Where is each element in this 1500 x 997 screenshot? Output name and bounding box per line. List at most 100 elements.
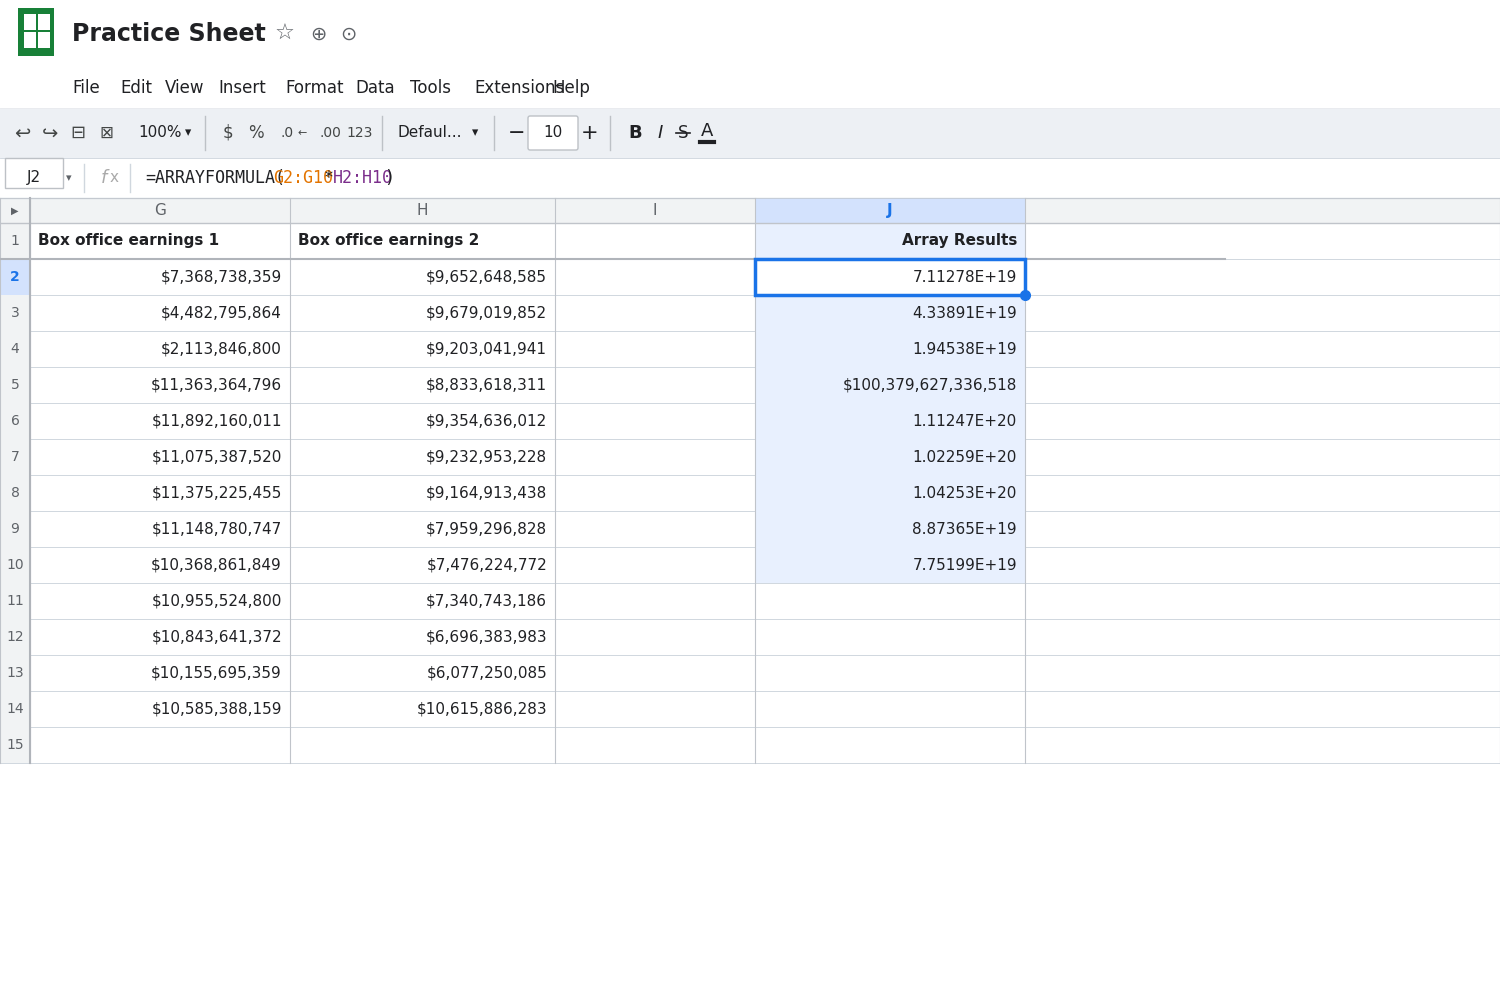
Text: B: B [628, 124, 642, 142]
Text: 1.04253E+20: 1.04253E+20 [912, 486, 1017, 500]
Text: $10,955,524,800: $10,955,524,800 [152, 593, 282, 608]
Text: H2:H10: H2:H10 [333, 169, 393, 187]
Text: ⊙: ⊙ [340, 25, 356, 44]
Text: ⊟: ⊟ [70, 124, 86, 142]
Text: 11: 11 [6, 594, 24, 608]
Bar [754, 331, 1024, 367]
Text: .0: .0 [280, 126, 294, 140]
Text: 10: 10 [6, 558, 24, 572]
Text: H: H [417, 203, 429, 218]
Text: $11,148,780,747: $11,148,780,747 [152, 521, 282, 536]
Text: I: I [652, 203, 657, 218]
Text: ☆: ☆ [274, 24, 296, 44]
Bar [0, 367, 30, 403]
Bar [0, 259, 1500, 295]
Bar [754, 547, 1024, 583]
Text: 1.02259E+20: 1.02259E+20 [912, 450, 1017, 465]
Text: 4.33891E+19: 4.33891E+19 [912, 305, 1017, 320]
Text: Practice Sheet: Practice Sheet [72, 22, 266, 46]
Text: 13: 13 [6, 666, 24, 680]
Bar [754, 439, 1024, 475]
Bar [0, 439, 1500, 475]
Text: 10: 10 [543, 126, 562, 141]
Bar [0, 655, 1500, 691]
Bar [754, 295, 1024, 331]
Text: $6,696,383,983: $6,696,383,983 [426, 629, 548, 644]
Text: Box office earnings 2: Box office earnings 2 [298, 233, 480, 248]
Bar [0, 223, 30, 259]
Text: 7.75199E+19: 7.75199E+19 [912, 557, 1017, 572]
Text: $100,379,627,336,518: $100,379,627,336,518 [843, 378, 1017, 393]
Text: ▶: ▶ [12, 205, 18, 215]
Text: 7: 7 [10, 450, 20, 464]
Bar [0, 295, 1500, 331]
Text: $7,340,743,186: $7,340,743,186 [426, 593, 548, 608]
Bar [754, 259, 1024, 295]
Text: 1: 1 [10, 234, 20, 248]
Bar [0, 583, 30, 619]
Text: ▾: ▾ [66, 173, 72, 183]
Text: $9,652,648,585: $9,652,648,585 [426, 269, 548, 284]
Text: 123: 123 [346, 126, 374, 140]
Text: $9,232,953,228: $9,232,953,228 [426, 450, 548, 465]
Bar [0, 403, 30, 439]
Text: $10,615,886,283: $10,615,886,283 [417, 702, 548, 717]
Text: J: J [886, 203, 892, 218]
Text: −: − [509, 123, 525, 143]
Text: 1.11247E+20: 1.11247E+20 [912, 414, 1017, 429]
Text: $7,368,738,359: $7,368,738,359 [160, 269, 282, 284]
Bar [0, 655, 30, 691]
Bar [0, 331, 1500, 367]
Text: Tools: Tools [410, 79, 452, 97]
Bar [0, 158, 1500, 198]
Bar [0, 691, 1500, 727]
Text: .00: .00 [320, 126, 340, 140]
Text: 14: 14 [6, 702, 24, 716]
Text: Data: Data [356, 79, 395, 97]
Text: 7.11278E+19: 7.11278E+19 [912, 269, 1017, 284]
Text: G2:G10: G2:G10 [273, 169, 333, 187]
Text: $7,476,224,772: $7,476,224,772 [426, 557, 548, 572]
Bar [0, 727, 1500, 763]
Text: $11,892,160,011: $11,892,160,011 [152, 414, 282, 429]
Bar [754, 223, 1024, 259]
Text: Edit: Edit [120, 79, 152, 97]
Bar [38, 32, 50, 48]
Text: G: G [154, 203, 166, 218]
Text: 7.11278E+19: 7.11278E+19 [912, 269, 1017, 284]
Text: $9,354,636,012: $9,354,636,012 [426, 414, 548, 429]
Text: J2: J2 [27, 170, 40, 185]
Text: $7,959,296,828: $7,959,296,828 [426, 521, 548, 536]
Text: $6,077,250,085: $6,077,250,085 [426, 666, 548, 681]
Text: Insert: Insert [217, 79, 266, 97]
Text: =ARRAYFORMULA(: =ARRAYFORMULA( [146, 169, 285, 187]
Text: f: f [100, 169, 106, 187]
Bar [754, 475, 1024, 511]
Text: $9,203,041,941: $9,203,041,941 [426, 342, 548, 357]
Text: ↩: ↩ [13, 124, 30, 143]
Bar [0, 198, 1500, 223]
Text: $10,155,695,359: $10,155,695,359 [152, 666, 282, 681]
Bar [0, 68, 1500, 108]
Bar [0, 0, 1500, 68]
Text: 9: 9 [10, 522, 20, 536]
Text: 2: 2 [10, 270, 20, 284]
Text: 8.87365E+19: 8.87365E+19 [912, 521, 1017, 536]
Bar [0, 475, 30, 511]
Bar [0, 331, 30, 367]
Text: $10,368,861,849: $10,368,861,849 [152, 557, 282, 572]
Text: $2,113,846,800: $2,113,846,800 [160, 342, 282, 357]
Text: S: S [678, 124, 688, 142]
Text: ): ) [384, 169, 394, 187]
Bar [754, 511, 1024, 547]
Text: x: x [110, 170, 118, 185]
Text: I: I [657, 124, 663, 142]
Bar [0, 475, 1500, 511]
Bar [18, 8, 54, 56]
Bar [754, 259, 1024, 295]
Bar [0, 259, 30, 295]
Text: %: % [248, 124, 264, 142]
Text: $11,075,387,520: $11,075,387,520 [152, 450, 282, 465]
Text: 1.94538E+19: 1.94538E+19 [912, 342, 1017, 357]
Text: ↪: ↪ [42, 124, 58, 143]
